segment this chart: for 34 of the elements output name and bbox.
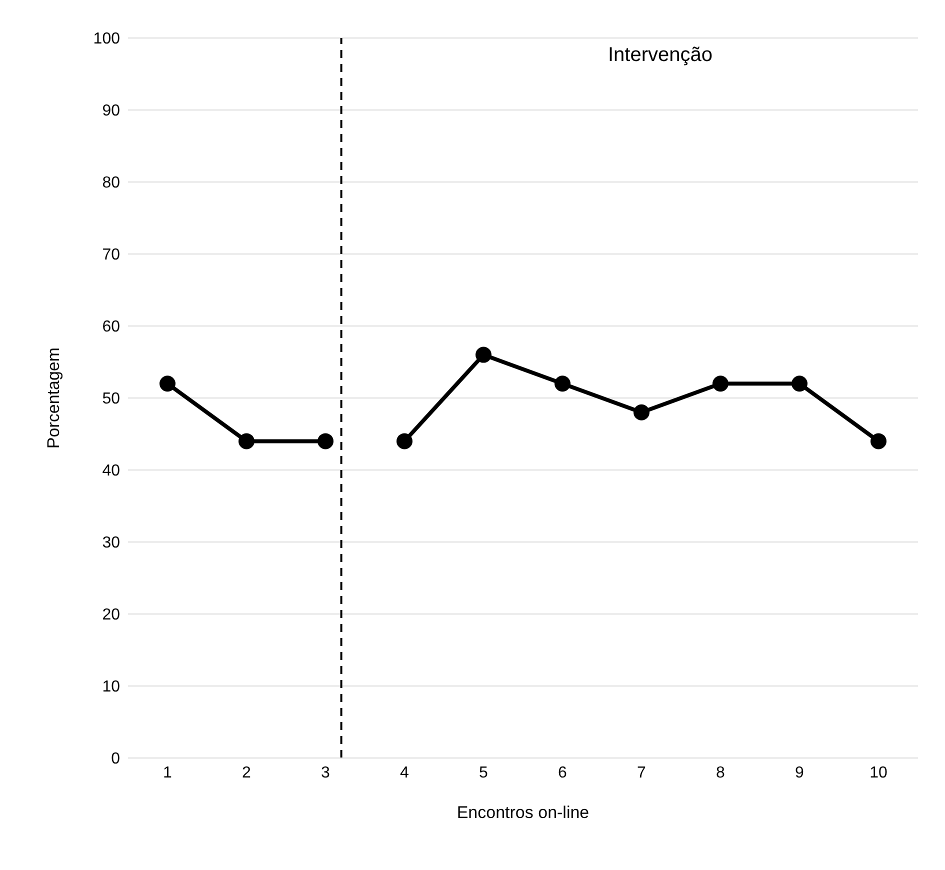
x-axis-title: Encontros on-line (456, 803, 590, 822)
y-tick-label: 90 (102, 102, 120, 120)
y-tick-label: 100 (93, 30, 120, 48)
y-tick-label: 80 (102, 174, 120, 192)
point (160, 376, 176, 392)
y-tick-label: 40 (102, 462, 120, 480)
y-tick-label: 10 (102, 678, 120, 696)
y-tick-label: 30 (102, 534, 120, 552)
point (396, 433, 412, 450)
point (238, 433, 254, 450)
x-tick-label: 9 (795, 764, 804, 782)
y-tick-label: 60 (102, 318, 120, 336)
y-tick-label: 70 (102, 246, 120, 264)
x-tick-label: 10 (870, 764, 888, 782)
annotation: Intervenção (608, 44, 713, 67)
point (318, 433, 334, 450)
x-tick-label: 2 (242, 764, 252, 782)
point (476, 346, 492, 363)
point (870, 433, 886, 450)
x-tick-label: 5 (479, 764, 488, 782)
x-tick-label: 6 (558, 764, 568, 782)
y-tick-label: 0 (111, 750, 120, 768)
point (634, 404, 650, 420)
x-tick-label: 8 (716, 764, 726, 782)
x-tick-label: 3 (321, 764, 330, 782)
x-tick-label: 1 (163, 764, 172, 782)
point (712, 376, 728, 392)
x-tick-label: 4 (400, 764, 410, 782)
y-tick-label: 20 (102, 606, 120, 624)
point (792, 376, 808, 392)
y-axis-title: Porcentagem (44, 347, 64, 449)
point (554, 376, 570, 392)
y-tick-label: 50 (102, 390, 120, 408)
x-tick-label: 7 (637, 764, 646, 782)
